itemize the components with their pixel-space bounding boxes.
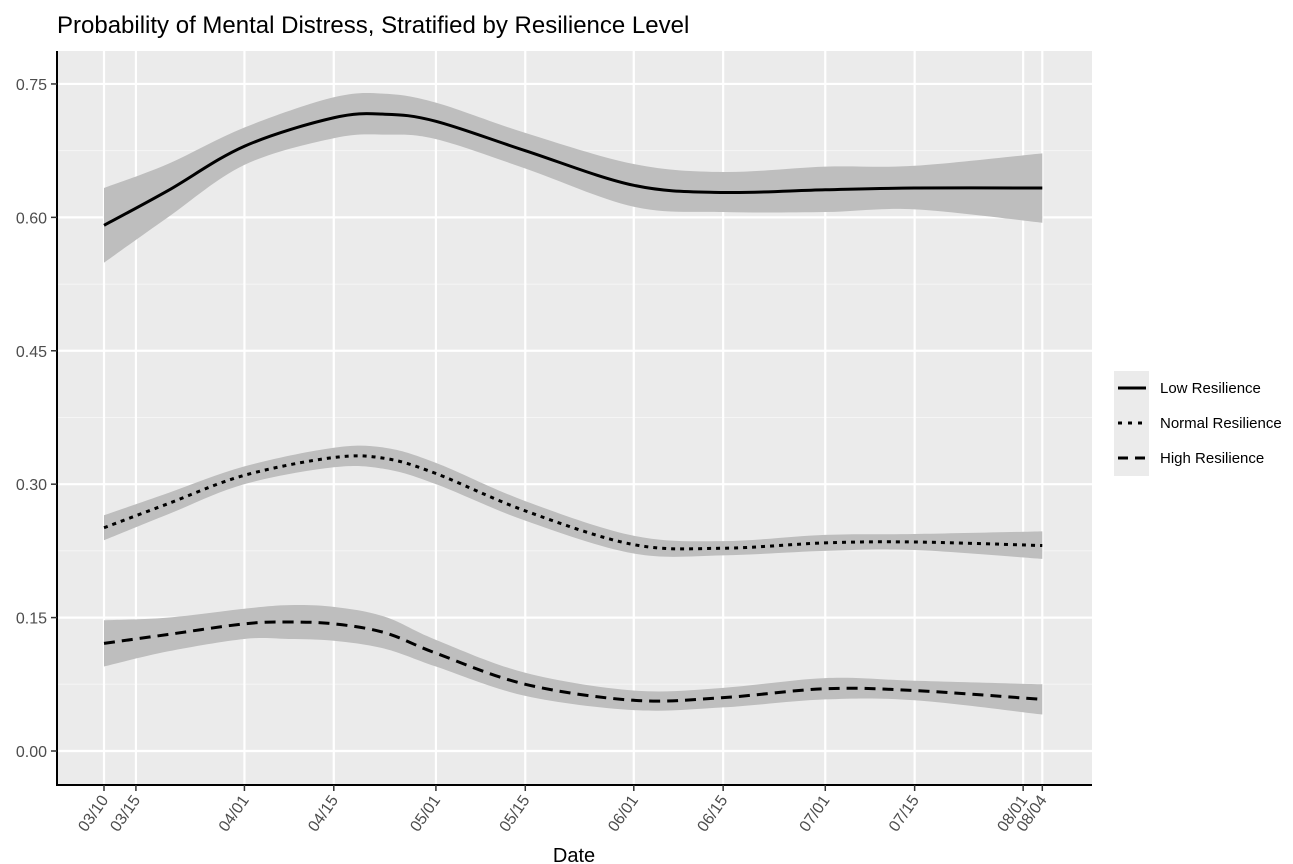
x-tick-label: 05/01	[407, 792, 444, 835]
x-tick-label: 03/15	[107, 792, 144, 835]
series-line-low-resilience	[103, 112, 1043, 227]
chart-title: Probability of Mental Distress, Stratifi…	[57, 12, 689, 39]
x-tick-label: 06/15	[695, 792, 732, 835]
y-tick-label: 0.60	[16, 210, 47, 227]
legend-label-low-resilience: Low Resilience	[1160, 380, 1261, 397]
x-axis-title: Date	[553, 845, 595, 864]
confidence-bands	[104, 92, 1043, 715]
y-tick-label: 0.45	[16, 344, 47, 361]
legend: Low Resilience Normal Resilience High Resi…	[1114, 371, 1282, 476]
confidence-band-high-resilience	[104, 605, 1043, 715]
y-tick-label: 0.00	[16, 744, 47, 761]
x-tick-label: 07/01	[797, 792, 834, 835]
y-tick-label: 0.30	[16, 477, 47, 494]
confidence-band-low-resilience	[104, 92, 1043, 263]
x-tick-label: 04/01	[216, 792, 253, 835]
y-tick-label: 0.75	[16, 77, 47, 94]
y-axis-ticks: 0.00 0.15 0.30 0.45 0.60 0.75	[16, 77, 57, 761]
x-tick-label: 07/15	[886, 792, 923, 835]
x-tick-label: 04/15	[305, 792, 342, 835]
x-tick-label: 05/15	[497, 792, 534, 835]
legend-label-high-resilience: High Resilience	[1160, 450, 1264, 467]
x-tick-label: 03/10	[75, 792, 112, 835]
legend-label-normal-resilience: Normal Resilience	[1160, 415, 1282, 432]
confidence-band-normal-resilience	[104, 445, 1043, 559]
x-tick-label: 06/01	[605, 792, 642, 835]
series-lines	[103, 112, 1043, 703]
y-tick-label: 0.15	[16, 611, 47, 628]
series-line-normal-resilience	[103, 454, 1043, 551]
